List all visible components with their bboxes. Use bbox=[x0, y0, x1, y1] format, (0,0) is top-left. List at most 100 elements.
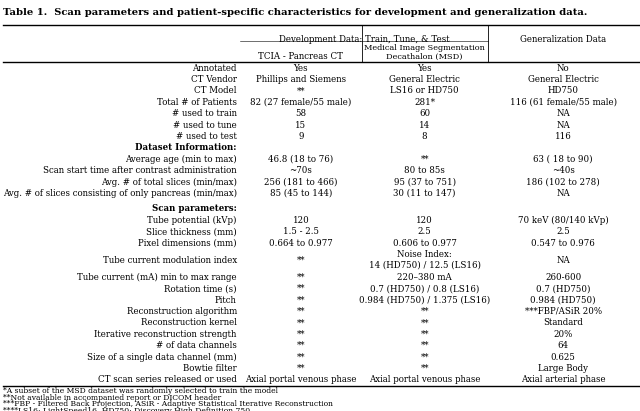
Text: 2.5: 2.5 bbox=[418, 227, 431, 236]
Text: ***FBP - Filtered Back Projection, ASiR - Adaptive Statistical Iterative Reconst: ***FBP - Filtered Back Projection, ASiR … bbox=[3, 400, 333, 408]
Text: Rotation time (s): Rotation time (s) bbox=[164, 284, 237, 293]
Text: Average age (min to max): Average age (min to max) bbox=[125, 155, 237, 164]
Text: Dataset Information:: Dataset Information: bbox=[135, 143, 237, 152]
Text: NA: NA bbox=[556, 189, 570, 198]
Text: 1.5 - 2.5: 1.5 - 2.5 bbox=[283, 227, 319, 236]
Text: Tube current (mA) min to max range: Tube current (mA) min to max range bbox=[77, 273, 237, 282]
Text: **: ** bbox=[420, 155, 429, 164]
Text: Generalization Data: Generalization Data bbox=[520, 35, 606, 44]
Text: NA: NA bbox=[556, 121, 570, 129]
Text: 46.8 (18 to 76): 46.8 (18 to 76) bbox=[268, 155, 333, 164]
Text: 80 to 85s: 80 to 85s bbox=[404, 166, 445, 175]
Text: # used to train: # used to train bbox=[172, 109, 237, 118]
Text: 0.984 (HD750): 0.984 (HD750) bbox=[531, 296, 596, 305]
Text: **: ** bbox=[420, 341, 429, 350]
Text: ~40s: ~40s bbox=[552, 166, 575, 175]
Text: 0.625: 0.625 bbox=[551, 353, 575, 362]
Text: **: ** bbox=[296, 353, 305, 362]
Text: Tube potential (kVp): Tube potential (kVp) bbox=[147, 216, 237, 225]
Text: # of data channels: # of data channels bbox=[156, 341, 237, 350]
Text: CT scan series released or used: CT scan series released or used bbox=[98, 375, 237, 384]
Text: Large Body: Large Body bbox=[538, 364, 588, 373]
Text: 116 (61 female/55 male): 116 (61 female/55 male) bbox=[509, 98, 617, 107]
Text: 85 (45 to 144): 85 (45 to 144) bbox=[269, 189, 332, 198]
Text: Iterative reconstruction strength: Iterative reconstruction strength bbox=[95, 330, 237, 339]
Text: 116: 116 bbox=[555, 132, 572, 141]
Text: 70 keV (80/140 kVp): 70 keV (80/140 kVp) bbox=[518, 216, 609, 225]
Text: **: ** bbox=[296, 341, 305, 350]
Text: No: No bbox=[557, 64, 570, 73]
Text: CT Vendor: CT Vendor bbox=[191, 75, 237, 84]
Text: ***FBP/ASiR 20%: ***FBP/ASiR 20% bbox=[525, 307, 602, 316]
Text: 15: 15 bbox=[295, 121, 307, 129]
Text: Total # of Patients: Total # of Patients bbox=[157, 98, 237, 107]
Text: TCIA - Pancreas CT: TCIA - Pancreas CT bbox=[259, 52, 343, 61]
Text: # used to tune: # used to tune bbox=[173, 121, 237, 129]
Text: 9: 9 bbox=[298, 132, 303, 141]
Text: Pitch: Pitch bbox=[215, 296, 237, 305]
Text: 0.7 (HD750) / 0.8 (LS16): 0.7 (HD750) / 0.8 (LS16) bbox=[370, 284, 479, 293]
Text: **: ** bbox=[420, 307, 429, 316]
Text: 281*: 281* bbox=[414, 98, 435, 107]
Text: **Not available in accompanied report or DICOM header: **Not available in accompanied report or… bbox=[3, 394, 221, 402]
Text: Avg. # of total slices (min/max): Avg. # of total slices (min/max) bbox=[101, 178, 237, 187]
Text: HD750: HD750 bbox=[548, 86, 579, 95]
Text: Development Data: Train, Tune, & Test: Development Data: Train, Tune, & Test bbox=[278, 35, 449, 44]
Text: *A subset of the MSD dataset was randomly selected to train the model: *A subset of the MSD dataset was randoml… bbox=[3, 387, 278, 395]
Text: Axial portal venous phase: Axial portal venous phase bbox=[369, 375, 481, 384]
Text: Slice thickness (mm): Slice thickness (mm) bbox=[146, 227, 237, 236]
Text: Scan start time after contrast administration: Scan start time after contrast administr… bbox=[43, 166, 237, 175]
Text: Size of a single data channel (mm): Size of a single data channel (mm) bbox=[87, 353, 237, 362]
Text: Table 1.  Scan parameters and patient-specific characteristics for development a: Table 1. Scan parameters and patient-spe… bbox=[3, 8, 588, 17]
Text: 20%: 20% bbox=[554, 330, 573, 339]
Text: Tube current modulation index: Tube current modulation index bbox=[102, 256, 237, 265]
Text: Axial portal venous phase: Axial portal venous phase bbox=[245, 375, 356, 384]
Text: LS16 or HD750: LS16 or HD750 bbox=[390, 86, 459, 95]
Text: 0.606 to 0.977: 0.606 to 0.977 bbox=[393, 238, 456, 247]
Text: Avg. # of slices consisting of only pancreas (min/max): Avg. # of slices consisting of only panc… bbox=[3, 189, 237, 198]
Text: Scan parameters:: Scan parameters: bbox=[152, 204, 237, 213]
Text: Reconstruction kernel: Reconstruction kernel bbox=[141, 319, 237, 327]
Text: **: ** bbox=[420, 319, 429, 327]
Text: General Electric: General Electric bbox=[389, 75, 460, 84]
Text: **: ** bbox=[296, 273, 305, 282]
Text: **: ** bbox=[296, 330, 305, 339]
Text: 0.547 to 0.976: 0.547 to 0.976 bbox=[531, 238, 595, 247]
Text: General Electric: General Electric bbox=[528, 75, 598, 84]
Text: 2.5: 2.5 bbox=[556, 227, 570, 236]
Text: NA: NA bbox=[556, 256, 570, 265]
Text: Reconstruction algorithm: Reconstruction algorithm bbox=[127, 307, 237, 316]
Text: 58: 58 bbox=[295, 109, 307, 118]
Text: 260-600: 260-600 bbox=[545, 273, 581, 282]
Text: Standard: Standard bbox=[543, 319, 583, 327]
Text: NA: NA bbox=[556, 109, 570, 118]
Text: **: ** bbox=[296, 86, 305, 95]
Text: Annotated: Annotated bbox=[192, 64, 237, 73]
Text: 186 (102 to 278): 186 (102 to 278) bbox=[526, 178, 600, 187]
Text: 30 (11 to 147): 30 (11 to 147) bbox=[394, 189, 456, 198]
Text: 256 (181 to 466): 256 (181 to 466) bbox=[264, 178, 337, 187]
Text: 8: 8 bbox=[422, 132, 428, 141]
Text: 0.984 (HD750) / 1.375 (LS16): 0.984 (HD750) / 1.375 (LS16) bbox=[359, 296, 490, 305]
Text: 0.7 (HD750): 0.7 (HD750) bbox=[536, 284, 591, 293]
Text: **: ** bbox=[296, 319, 305, 327]
Text: 64: 64 bbox=[557, 341, 569, 350]
Text: 0.664 to 0.977: 0.664 to 0.977 bbox=[269, 238, 333, 247]
Text: **: ** bbox=[296, 364, 305, 373]
Text: 82 (27 female/55 male): 82 (27 female/55 male) bbox=[250, 98, 351, 107]
Text: Noise Index:
14 (HD750) / 12.5 (LS16): Noise Index: 14 (HD750) / 12.5 (LS16) bbox=[369, 250, 481, 270]
Text: ~70s: ~70s bbox=[289, 166, 312, 175]
Text: **: ** bbox=[296, 256, 305, 265]
Text: 14: 14 bbox=[419, 121, 430, 129]
Text: 63 ( 18 to 90): 63 ( 18 to 90) bbox=[533, 155, 593, 164]
Text: **: ** bbox=[420, 330, 429, 339]
Text: CT Model: CT Model bbox=[195, 86, 237, 95]
Text: Yes: Yes bbox=[294, 64, 308, 73]
Text: 95 (37 to 751): 95 (37 to 751) bbox=[394, 178, 456, 187]
Text: **: ** bbox=[296, 284, 305, 293]
Text: Yes: Yes bbox=[417, 64, 432, 73]
Text: 120: 120 bbox=[416, 216, 433, 225]
Text: Medical Image Segmentation
Decathalon (MSD): Medical Image Segmentation Decathalon (M… bbox=[364, 44, 485, 61]
Text: ****LS16: LightSpeed16, HD750: Discovery High Definition 750: ****LS16: LightSpeed16, HD750: Discovery… bbox=[3, 407, 250, 411]
Text: Axial arterial phase: Axial arterial phase bbox=[521, 375, 605, 384]
